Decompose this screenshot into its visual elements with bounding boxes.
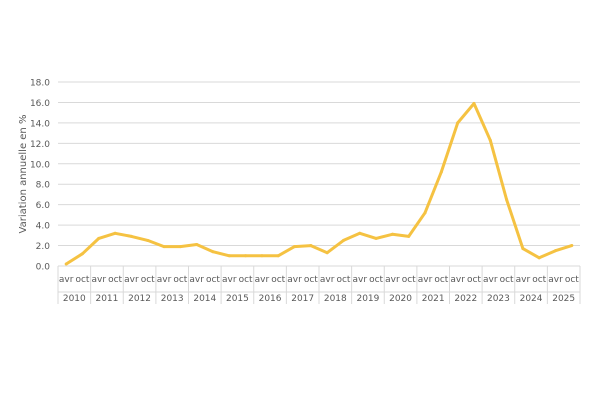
- y-axis-label: Variation annuelle en %: [18, 115, 29, 234]
- x-tick-label-avr: avr: [353, 275, 368, 285]
- x-tick-label-oct: oct: [532, 275, 546, 285]
- x-tick-label-avr: avr: [189, 275, 204, 285]
- y-tick-label: 18.0: [30, 79, 50, 89]
- x-year-label: 2010: [63, 294, 86, 304]
- data-point: [390, 232, 394, 236]
- data-point: [309, 244, 313, 248]
- y-tick-label: 6.0: [36, 201, 51, 211]
- data-point: [146, 238, 150, 242]
- y-tick-label: 4.0: [36, 222, 51, 232]
- data-point: [374, 236, 378, 240]
- data-point: [407, 234, 411, 238]
- data-point: [554, 249, 558, 253]
- data-point: [211, 250, 215, 254]
- x-tick-label-avr: avr: [59, 275, 74, 285]
- data-point: [505, 198, 509, 202]
- y-tick-label: 12.0: [30, 140, 50, 150]
- data-point: [358, 231, 362, 235]
- x-tick-label-avr: avr: [450, 275, 465, 285]
- x-year-label: 2021: [422, 294, 445, 304]
- x-tick-label-oct: oct: [173, 275, 187, 285]
- x-year-label: 2013: [161, 294, 184, 304]
- data-point: [521, 247, 525, 251]
- x-tick-label-avr: avr: [516, 275, 531, 285]
- x-year-label: 2023: [487, 294, 510, 304]
- data-point: [439, 170, 443, 174]
- x-year-label: 2024: [520, 294, 543, 304]
- data-point: [488, 138, 492, 142]
- x-tick-label-avr: avr: [483, 275, 498, 285]
- x-tick-label-oct: oct: [402, 275, 416, 285]
- x-year-label: 2012: [128, 294, 151, 304]
- y-tick-label: 8.0: [36, 181, 51, 191]
- x-tick-label-oct: oct: [467, 275, 481, 285]
- x-year-label: 2015: [226, 294, 249, 304]
- x-tick-label-avr: avr: [320, 275, 335, 285]
- x-tick-label-oct: oct: [206, 275, 220, 285]
- data-point: [325, 251, 329, 255]
- data-point: [113, 231, 117, 235]
- x-year-label: 2025: [552, 294, 575, 304]
- data-point: [97, 236, 101, 240]
- x-year-label: 2022: [454, 294, 477, 304]
- y-tick-label: 0.0: [36, 263, 51, 273]
- data-point: [537, 256, 541, 260]
- x-tick-label-oct: oct: [369, 275, 383, 285]
- x-year-label: 2016: [259, 294, 282, 304]
- data-point: [456, 121, 460, 125]
- x-tick-label-oct: oct: [500, 275, 514, 285]
- data-point: [260, 254, 264, 258]
- x-tick-label-avr: avr: [418, 275, 433, 285]
- x-tick-label-oct: oct: [565, 275, 579, 285]
- data-point: [64, 262, 68, 266]
- series-line: [65, 102, 573, 266]
- x-tick-label-avr: avr: [255, 275, 270, 285]
- y-tick-label: 14.0: [30, 119, 50, 129]
- x-tick-label-oct: oct: [75, 275, 89, 285]
- data-point: [472, 101, 476, 105]
- x-year-label: 2017: [291, 294, 314, 304]
- x-year-label: 2019: [356, 294, 379, 304]
- x-year-label: 2020: [389, 294, 412, 304]
- y-tick-label: 16.0: [30, 99, 50, 109]
- x-tick-label-avr: avr: [548, 275, 563, 285]
- x-tick-label-oct: oct: [239, 275, 253, 285]
- x-tick-label-oct: oct: [304, 275, 318, 285]
- data-point: [162, 245, 166, 249]
- x-tick-label-oct: oct: [434, 275, 448, 285]
- x-tick-label-oct: oct: [108, 275, 122, 285]
- x-tick-label-avr: avr: [222, 275, 237, 285]
- x-tick-label-avr: avr: [124, 275, 139, 285]
- data-point: [423, 211, 427, 215]
- x-tick-label-avr: avr: [157, 275, 172, 285]
- y-tick-label: 10.0: [30, 160, 50, 170]
- x-year-label: 2018: [324, 294, 347, 304]
- data-point: [80, 252, 84, 256]
- data-point: [341, 238, 345, 242]
- data-point: [244, 254, 248, 258]
- y-tick-label: 2.0: [36, 242, 51, 252]
- x-tick-label-oct: oct: [271, 275, 285, 285]
- data-point: [227, 254, 231, 258]
- data-point: [570, 244, 574, 248]
- x-year-label: 2011: [95, 294, 118, 304]
- data-point: [293, 245, 297, 249]
- x-year-label: 2014: [193, 294, 216, 304]
- x-tick-label-avr: avr: [385, 275, 400, 285]
- data-point: [129, 234, 133, 238]
- x-tick-label-oct: oct: [141, 275, 155, 285]
- data-point: [276, 254, 280, 258]
- x-tick-label-oct: oct: [336, 275, 350, 285]
- x-tick-label-avr: avr: [92, 275, 107, 285]
- data-point: [178, 245, 182, 249]
- data-point: [195, 243, 199, 247]
- x-tick-label-avr: avr: [287, 275, 302, 285]
